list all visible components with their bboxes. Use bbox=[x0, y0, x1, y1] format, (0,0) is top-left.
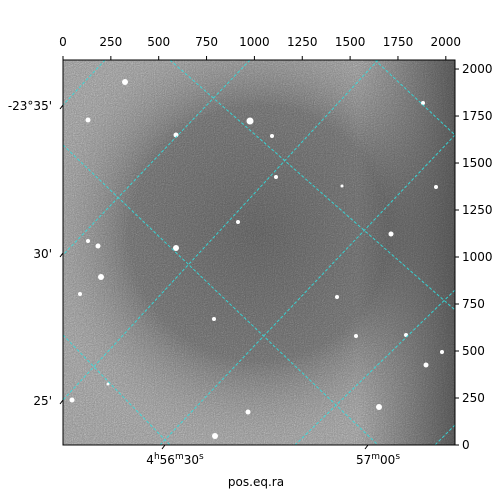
y-tick-label: 2000 bbox=[462, 62, 493, 76]
dec-tick-label: 25' bbox=[33, 394, 52, 408]
sky-image bbox=[63, 60, 455, 445]
x-tick-label: 250 bbox=[99, 35, 122, 49]
dec-tick bbox=[59, 104, 64, 110]
x-tick-label: 1000 bbox=[239, 35, 270, 49]
y-tick-label: 250 bbox=[462, 391, 485, 405]
ra-tick-label: 4h56m30s bbox=[146, 452, 204, 467]
y-tick-label: 750 bbox=[462, 297, 485, 311]
x-tick-label: 500 bbox=[147, 35, 170, 49]
y-tick-label: 1500 bbox=[462, 156, 493, 170]
ra-tick bbox=[364, 444, 369, 450]
x-tick-label: 1250 bbox=[287, 35, 318, 49]
ra-tick-label: 57m00s bbox=[356, 452, 400, 467]
ra-tick bbox=[161, 444, 166, 450]
y-tick-label: 0 bbox=[462, 438, 470, 452]
x-tick-label: 750 bbox=[195, 35, 218, 49]
dec-tick-label: 30' bbox=[33, 247, 52, 261]
dec-tick bbox=[59, 252, 64, 258]
x-tick-label: 2000 bbox=[431, 35, 462, 49]
y-tick-label: 1750 bbox=[462, 109, 493, 123]
stars bbox=[69, 79, 444, 439]
y-tick-label: 1250 bbox=[462, 203, 493, 217]
plot-frame bbox=[62, 59, 456, 446]
x-tick-label: 0 bbox=[59, 35, 67, 49]
coordinate-grid bbox=[63, 60, 455, 445]
x-axis-label: pos.eq.ra bbox=[228, 475, 284, 489]
dec-tick bbox=[59, 399, 64, 405]
dec-tick-label: -23°35' bbox=[8, 99, 52, 113]
y-tick-label: 1000 bbox=[462, 250, 493, 264]
x-tick-label: 1750 bbox=[383, 35, 414, 49]
y-tick-label: 500 bbox=[462, 344, 485, 358]
x-tick-label: 1500 bbox=[335, 35, 366, 49]
